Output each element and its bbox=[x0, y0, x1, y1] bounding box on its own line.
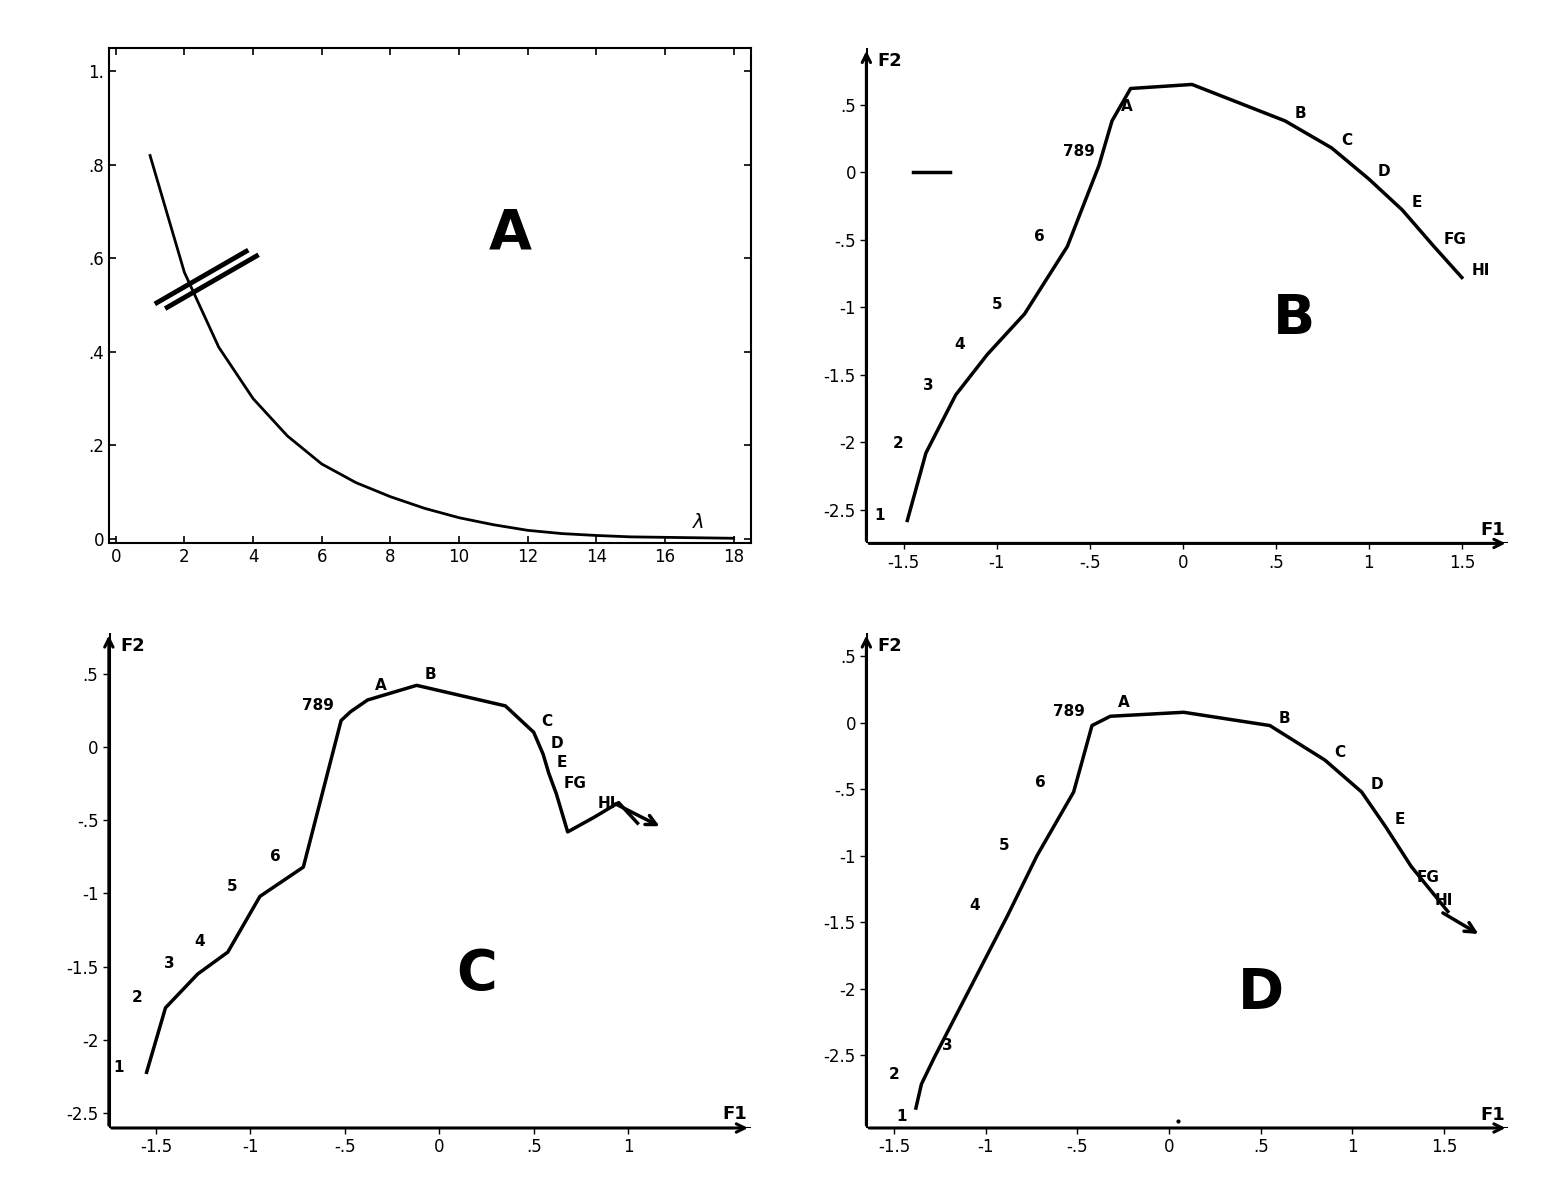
Text: A: A bbox=[488, 206, 532, 260]
Text: D: D bbox=[550, 737, 563, 751]
Text: FG: FG bbox=[1417, 870, 1440, 886]
Text: E: E bbox=[1412, 196, 1421, 210]
Text: 1: 1 bbox=[874, 509, 885, 523]
Text: 2: 2 bbox=[888, 1067, 899, 1082]
Text: C: C bbox=[457, 947, 498, 1001]
Text: E: E bbox=[1395, 812, 1406, 827]
Text: 1: 1 bbox=[896, 1109, 907, 1124]
Text: 5: 5 bbox=[227, 878, 238, 894]
Text: E: E bbox=[557, 756, 566, 770]
Text: 5: 5 bbox=[992, 296, 1003, 312]
Text: A: A bbox=[1118, 695, 1129, 710]
Text: B: B bbox=[1280, 710, 1291, 726]
Text: D: D bbox=[1238, 966, 1284, 1020]
Text: F2: F2 bbox=[877, 52, 902, 70]
Text: C: C bbox=[1334, 745, 1345, 761]
Text: F2: F2 bbox=[120, 637, 145, 655]
Text: 3: 3 bbox=[165, 956, 174, 971]
Text: D: D bbox=[1372, 778, 1384, 792]
Text: C: C bbox=[541, 714, 552, 730]
Text: 6: 6 bbox=[1036, 775, 1047, 790]
Text: HI: HI bbox=[1471, 263, 1490, 277]
Text: 789: 789 bbox=[302, 698, 333, 713]
Text: 4: 4 bbox=[955, 337, 966, 352]
Text: λ: λ bbox=[692, 512, 704, 532]
Text: A: A bbox=[1121, 100, 1134, 114]
Text: F1: F1 bbox=[1480, 1106, 1505, 1124]
Text: F1: F1 bbox=[722, 1105, 746, 1123]
Text: C: C bbox=[1340, 133, 1351, 148]
Text: FG: FG bbox=[564, 776, 586, 791]
Text: 5: 5 bbox=[998, 839, 1009, 853]
Text: 3: 3 bbox=[942, 1038, 952, 1052]
Text: F1: F1 bbox=[1480, 521, 1505, 539]
Text: F2: F2 bbox=[877, 636, 902, 654]
Text: HI: HI bbox=[597, 797, 616, 811]
Text: 4: 4 bbox=[969, 898, 980, 913]
Text: 4: 4 bbox=[194, 935, 205, 949]
Text: B: B bbox=[1294, 106, 1306, 121]
Text: 2: 2 bbox=[132, 990, 143, 1004]
Text: D: D bbox=[1378, 164, 1390, 179]
Text: 789: 789 bbox=[1064, 144, 1095, 158]
Text: B: B bbox=[425, 667, 435, 683]
Text: A: A bbox=[375, 678, 387, 692]
Text: 1: 1 bbox=[114, 1061, 124, 1075]
Text: 2: 2 bbox=[893, 436, 903, 450]
Text: FG: FG bbox=[1443, 232, 1466, 247]
Text: 3: 3 bbox=[922, 378, 933, 392]
Text: B: B bbox=[1274, 292, 1316, 346]
Text: 789: 789 bbox=[1053, 704, 1085, 719]
Text: 6: 6 bbox=[271, 850, 280, 864]
Text: HI: HI bbox=[1435, 893, 1454, 908]
Text: 6: 6 bbox=[1034, 229, 1045, 244]
